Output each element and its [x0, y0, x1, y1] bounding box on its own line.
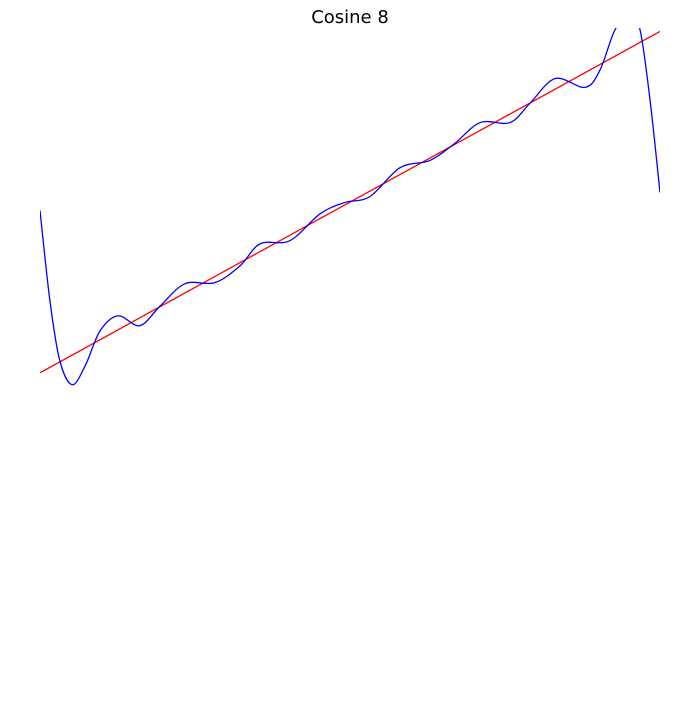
- series-line: [40, 30, 660, 374]
- plot-area: [40, 28, 660, 386]
- chart-title: Cosine 8: [311, 7, 389, 28]
- series-line: [40, 28, 660, 386]
